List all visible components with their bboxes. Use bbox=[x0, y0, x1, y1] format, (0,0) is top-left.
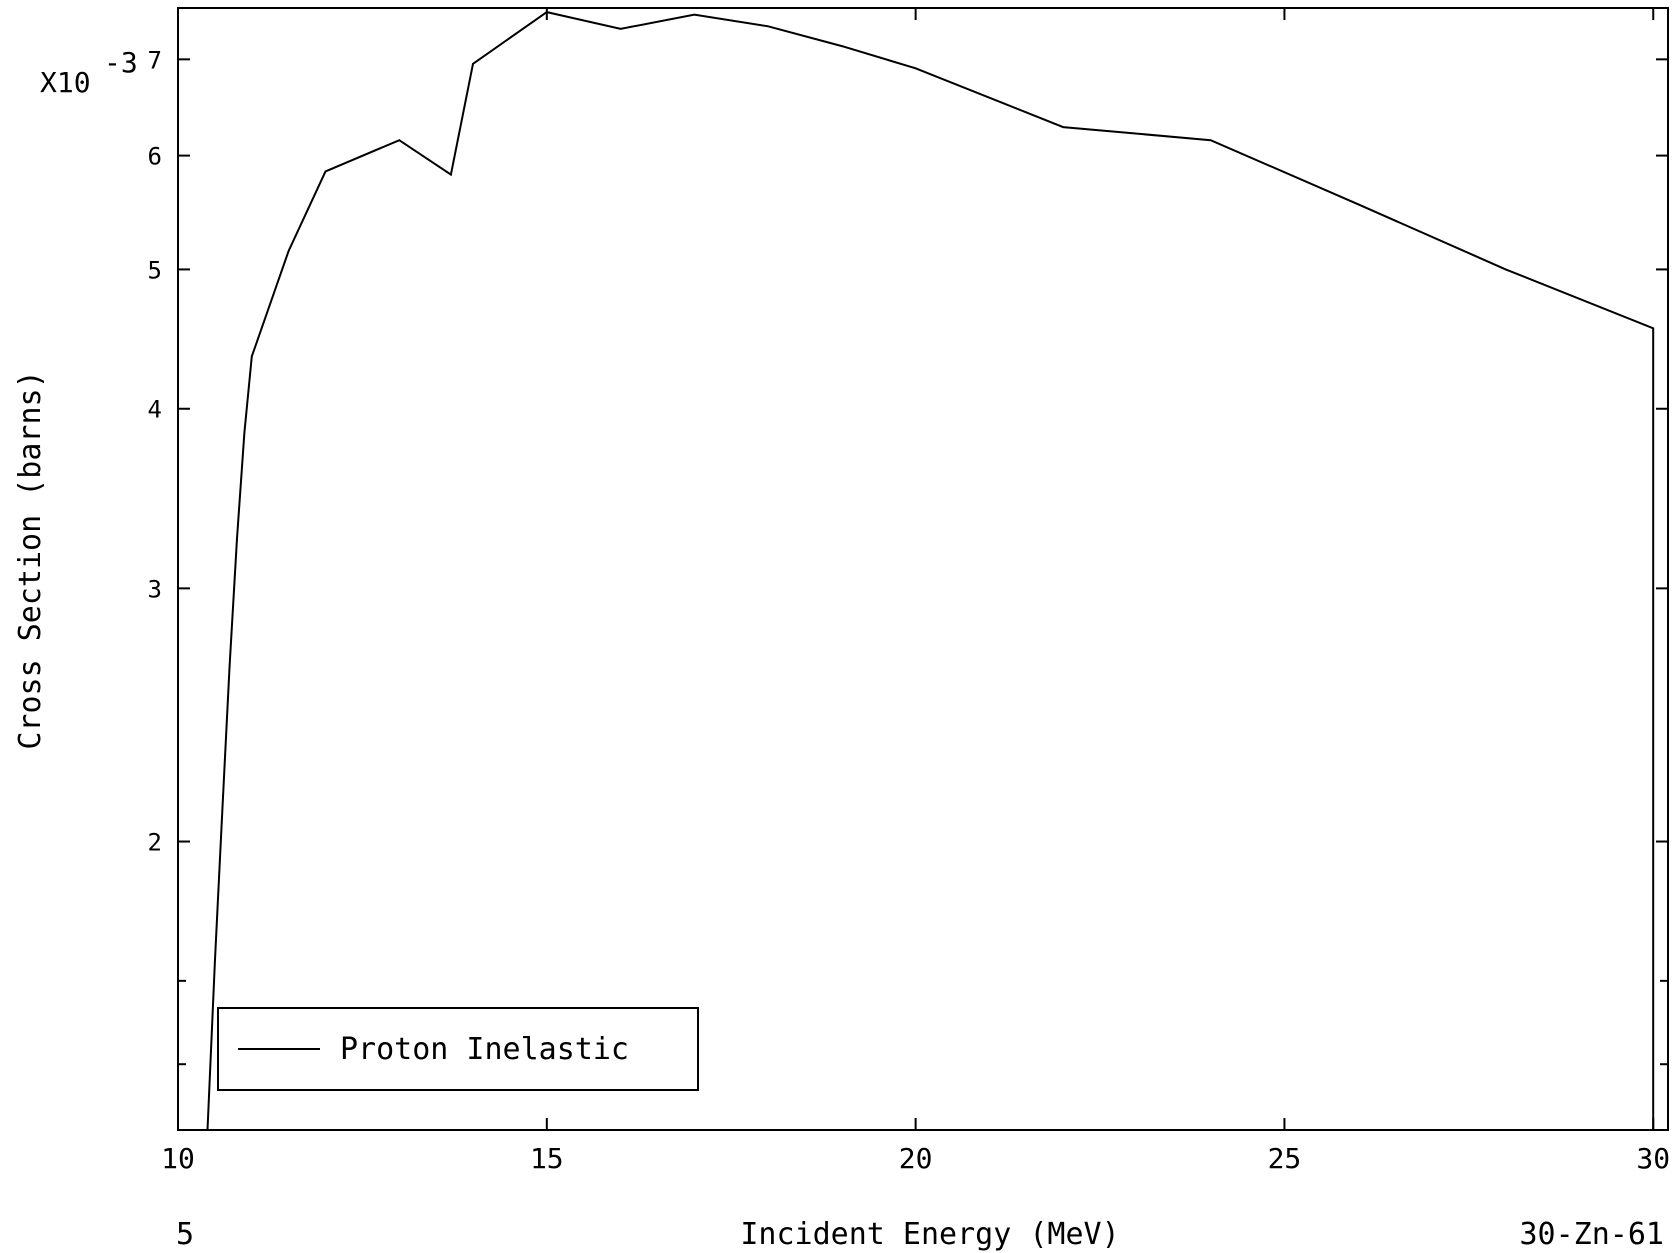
x-ticks: 10 15 20 25 30 bbox=[161, 8, 1670, 1175]
y-tick-label: 3 bbox=[148, 575, 162, 603]
y-tick-label: 2 bbox=[148, 829, 162, 857]
x-axis-label: Incident Energy (MeV) bbox=[740, 1217, 1119, 1252]
y-tick-label: 6 bbox=[148, 143, 162, 171]
corner-label-left: 5 bbox=[176, 1217, 194, 1252]
plot-frame bbox=[177, 7, 1669, 1131]
series-line-proton-inelastic bbox=[206, 11, 1655, 1131]
x-tick-label: 10 bbox=[161, 1142, 195, 1175]
x-tick-label: 20 bbox=[899, 1142, 933, 1175]
x-tick-label: 30 bbox=[1636, 1142, 1670, 1175]
legend-entry-label: Proton Inelastic bbox=[340, 1032, 629, 1067]
y-tick-label: 5 bbox=[148, 256, 162, 284]
y-multiplier-exponent: -3 bbox=[104, 46, 138, 79]
y-tick-label: 4 bbox=[148, 396, 162, 424]
x-tick-label: 25 bbox=[1268, 1142, 1302, 1175]
y-axis-label: Cross Section (barns) bbox=[13, 370, 48, 749]
y-ticks: 2 3 4 5 6 7 bbox=[148, 46, 1668, 1066]
y-multiplier-base: X10 bbox=[40, 66, 91, 99]
x-tick-label: 15 bbox=[530, 1142, 564, 1175]
series-layer bbox=[206, 11, 1655, 1131]
legend: Proton Inelastic bbox=[217, 1007, 699, 1091]
y-tick-label: 7 bbox=[148, 46, 162, 74]
material-label: 30-Zn-61 bbox=[1520, 1217, 1665, 1252]
